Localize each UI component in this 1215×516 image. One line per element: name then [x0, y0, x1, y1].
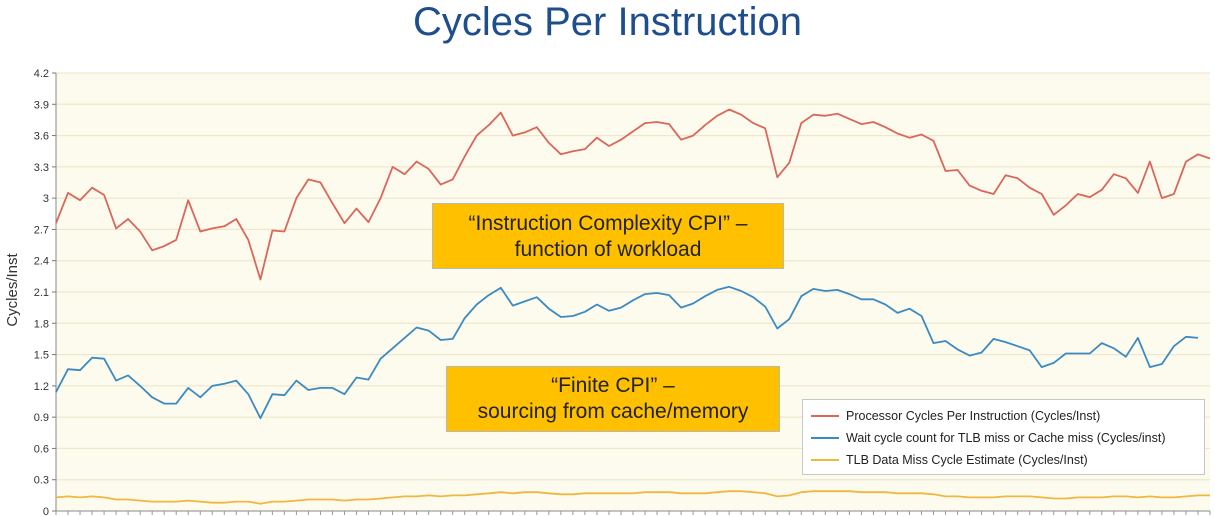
y-axis-label: Cycles/Inst [4, 252, 21, 326]
annotation-line: function of workload [514, 238, 702, 261]
axis-layer: 0 0.3 0.6 0.9 1.2 1.5 1.8 2.1 2.4 2.7 3 3.3 3.6 3.9 4.… [34, 68, 1211, 516]
legend-entry-processor-cpi: Processor Cycles Per Instruction (Cycles… [811, 405, 1196, 427]
annotation-line: sourcing from cache/memory [477, 400, 749, 423]
y-tick-label: 0.9 [34, 412, 49, 424]
annotation-line: “Finite CPI” – [551, 374, 675, 397]
legend-label: TLB Data Miss Cycle Estimate (Cycles/Ins… [846, 453, 1088, 467]
y-tick-label: 3.9 [34, 99, 49, 111]
legend-swatch [811, 437, 839, 439]
y-tick-label: 3.6 [34, 131, 49, 143]
y-tick-label: 1.2 [34, 381, 49, 393]
y-tick-label: 0.6 [34, 443, 49, 455]
annotation-finite-cpi: “Finite CPI” – sourcing from cache/memor… [446, 366, 780, 432]
series-line-1 [55, 285, 1199, 420]
y-tick-label: 2.4 [34, 256, 49, 268]
legend-label: Wait cycle count for TLB miss or Cache m… [846, 431, 1166, 445]
y-tick-label: 3 [43, 193, 49, 205]
y-tick-label: 2.1 [34, 287, 49, 299]
annotation-instruction-complexity: “Instruction Complexity CPI” – function … [432, 203, 784, 269]
series-line-2 [55, 490, 1210, 505]
series-layer [55, 108, 1211, 505]
legend-swatch [811, 415, 839, 417]
chart-title: Cycles Per Instruction [412, 0, 803, 44]
y-tick-label: 0.3 [34, 475, 49, 487]
y-tick-label: 1.5 [34, 350, 49, 362]
chart-legend: Processor Cycles Per Instruction (Cycles… [802, 399, 1205, 475]
y-tick-label: 0 [43, 506, 49, 516]
legend-entry-wait-cycles: Wait cycle count for TLB miss or Cache m… [811, 427, 1196, 449]
legend-entry-tlb-miss: TLB Data Miss Cycle Estimate (Cycles/Ins… [811, 449, 1196, 471]
y-tick-label: 3.3 [34, 162, 49, 174]
y-tick-label: 1.8 [34, 318, 49, 330]
y-tick-label: 4.2 [34, 68, 49, 80]
annotation-line: “Instruction Complexity CPI” – [468, 212, 748, 235]
series-line-0 [55, 108, 1211, 281]
y-tick-label: 2.7 [34, 224, 49, 236]
legend-swatch [811, 459, 839, 461]
legend-label: Processor Cycles Per Instruction (Cycles… [846, 409, 1101, 423]
